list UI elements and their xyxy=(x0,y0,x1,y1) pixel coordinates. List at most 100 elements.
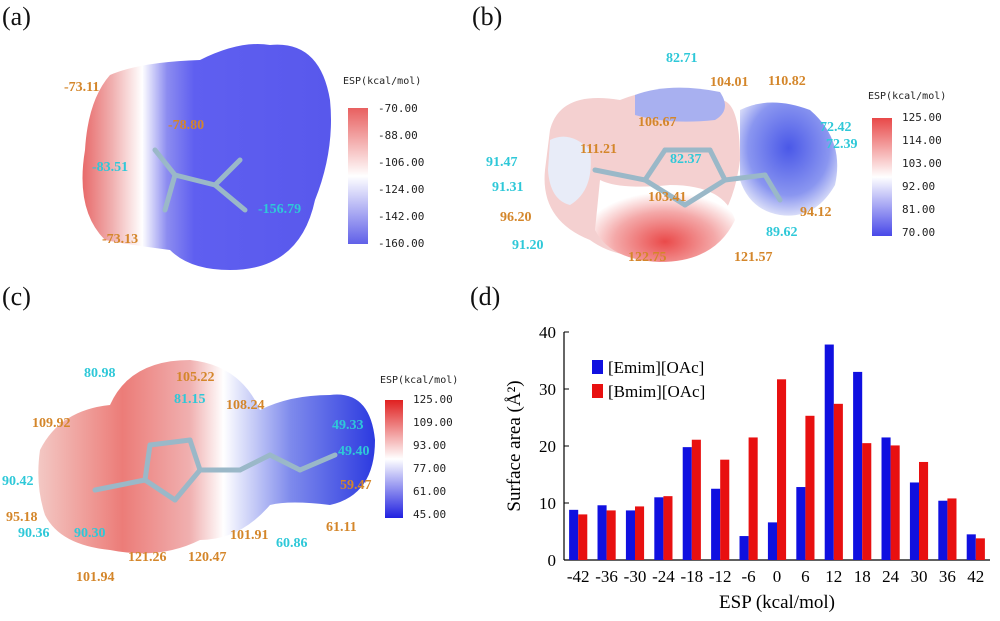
esp-label: 121.57 xyxy=(734,250,773,265)
bar-1 xyxy=(691,439,701,560)
esp-label: 60.86 xyxy=(276,536,308,551)
legend-label: [Bmim][OAc] xyxy=(608,382,705,401)
bar-0 xyxy=(796,487,806,560)
bar-1 xyxy=(919,461,929,560)
esp-label: 96.20 xyxy=(500,210,532,225)
x-tick-label: -24 xyxy=(652,567,675,586)
panel-b-esp-surface xyxy=(544,87,838,262)
bar-0 xyxy=(824,344,834,560)
bar-0 xyxy=(853,371,863,560)
esp-label: 122.75 xyxy=(628,250,667,265)
colorbar-c-tick: 61.00 xyxy=(413,485,447,498)
x-tick-label: 42 xyxy=(967,567,984,586)
esp-label: 49.40 xyxy=(338,444,370,459)
y-tick-label: 10 xyxy=(539,494,556,513)
esp-label: 110.82 xyxy=(768,74,806,89)
colorbar-a-tick: -70.00 xyxy=(378,102,418,115)
x-tick-label: 24 xyxy=(882,567,900,586)
colorbar-c-tick: 109.00 xyxy=(413,416,453,429)
esp-label: 105.22 xyxy=(176,370,215,385)
esp-label: -83.51 xyxy=(92,160,129,175)
legend-swatch xyxy=(592,384,603,398)
esp-label: -78.80 xyxy=(168,118,205,133)
panel-d: (d) 0 10 20 30 40 -42 -36 -30 -24 -18 -12 -6 0 6 12 18 2… xyxy=(470,280,1000,621)
esp-label: 91.47 xyxy=(486,155,518,170)
esp-label: 91.20 xyxy=(512,238,544,253)
colorbar-b-tick: 81.00 xyxy=(902,203,936,216)
x-tick-label: -36 xyxy=(595,567,618,586)
esp-label: 111.21 xyxy=(580,142,617,157)
esp-label: 106.67 xyxy=(638,115,677,130)
panel-c-label: (c) xyxy=(2,282,31,311)
colorbar-a-tick: -160.00 xyxy=(378,237,425,250)
esp-label: 59.47 xyxy=(340,478,372,493)
bar-0 xyxy=(739,536,749,560)
x-tick-label: -42 xyxy=(567,567,590,586)
esp-label: -156.79 xyxy=(258,202,302,217)
bar-1 xyxy=(578,514,588,560)
colorbar-c xyxy=(385,400,403,518)
panel-a-esp-surface xyxy=(82,44,331,270)
panel-a: (a) ESP(kcal/mol) xyxy=(0,0,470,280)
bar-0 xyxy=(711,488,721,560)
colorbar-c-tick: 93.00 xyxy=(413,439,447,452)
colorbar-a xyxy=(348,108,368,244)
bar-1 xyxy=(720,459,730,560)
legend-swatch xyxy=(592,360,603,374)
colorbar-b xyxy=(872,118,892,236)
legend-label: [Emim][OAc] xyxy=(608,358,704,377)
esp-label: 90.36 xyxy=(18,526,50,541)
bar-0 xyxy=(654,497,664,560)
colorbar-c-tick: 77.00 xyxy=(413,462,447,475)
panel-b: (b) ESP(k xyxy=(470,0,1000,280)
colorbar-c-tick: 125.00 xyxy=(413,393,453,406)
bar-0 xyxy=(938,500,948,560)
y-tick-label: 30 xyxy=(539,380,556,399)
esp-label: 72.39 xyxy=(826,137,858,152)
panel-b-label: (b) xyxy=(472,2,503,31)
colorbar-b-tick: 125.00 xyxy=(902,111,942,124)
esp-label: 94.12 xyxy=(800,205,832,220)
colorbar-b-title: ESP(kcal/mol) xyxy=(868,91,947,102)
colorbar-b-tick: 114.00 xyxy=(902,134,942,147)
x-tick-label: -18 xyxy=(680,567,703,586)
esp-label: 101.91 xyxy=(230,528,269,543)
esp-label: 89.62 xyxy=(766,225,798,240)
bar-1 xyxy=(663,496,673,560)
bar-1 xyxy=(862,443,872,560)
y-tick-label: 0 xyxy=(548,551,557,570)
bar-1 xyxy=(805,415,815,560)
esp-label: 72.42 xyxy=(820,120,852,135)
bar-0 xyxy=(909,482,919,560)
esp-label: 109.92 xyxy=(32,416,71,431)
esp-label: 120.47 xyxy=(188,550,227,565)
bar-1 xyxy=(975,538,985,560)
esp-label: 61.11 xyxy=(326,520,357,535)
x-tick-label: 30 xyxy=(911,567,928,586)
esp-label: 103.41 xyxy=(648,190,687,205)
bar-0 xyxy=(767,522,777,560)
x-tick-label: 0 xyxy=(773,567,782,586)
bar-1 xyxy=(947,498,957,560)
bar-0 xyxy=(881,437,891,560)
bar-0 xyxy=(569,509,579,560)
esp-label: 82.71 xyxy=(666,51,698,66)
colorbar-a-tick: -106.00 xyxy=(378,156,425,169)
colorbar-c-title: ESP(kcal/mol) xyxy=(380,375,459,386)
bar-1 xyxy=(606,510,616,560)
x-tick-label: -30 xyxy=(624,567,647,586)
colorbar-a-tick: -142.00 xyxy=(378,210,425,223)
esp-label: -73.13 xyxy=(102,232,139,247)
colorbar-a-tick: -88.00 xyxy=(378,129,418,142)
x-tick-label: -12 xyxy=(709,567,732,586)
colorbar-b-tick: 92.00 xyxy=(902,180,936,193)
panel-d-label: (d) xyxy=(470,282,501,311)
bar-1 xyxy=(777,379,787,560)
esp-label: 95.18 xyxy=(6,510,38,525)
panel-a-label: (a) xyxy=(2,2,31,31)
x-tick-label: 12 xyxy=(825,567,842,586)
bar-0 xyxy=(966,534,976,560)
y-tick-label: 40 xyxy=(539,323,556,342)
bar-1 xyxy=(635,506,645,560)
